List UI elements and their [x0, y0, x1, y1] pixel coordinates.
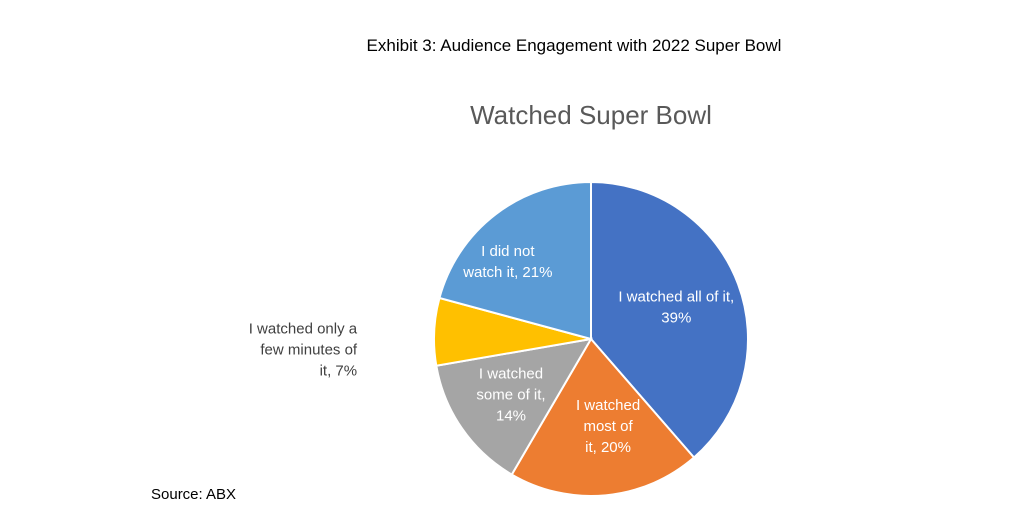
slice-label: I watched most of it, 20%	[576, 397, 640, 456]
pie-slices	[433, 180, 749, 497]
source-mask	[248, 480, 278, 510]
pie-slice	[438, 180, 592, 341]
slice-label: I did not watch it, 21%	[462, 243, 552, 281]
pie-slice	[590, 180, 749, 459]
pie-slice	[510, 337, 696, 497]
exhibit-title: Exhibit 3: Audience Engagement with 2022…	[366, 36, 782, 55]
pie-slice	[435, 337, 593, 476]
source-note: Source: ABX	[151, 486, 237, 503]
slice-label: I watched only a few minutes of it, 7%	[249, 320, 358, 379]
slice-label: I watched some of it, 14%	[476, 365, 545, 424]
chart-title: Watched Super Bowl	[470, 100, 712, 130]
pie-labels: I watched all of it, 39% I watched most of i…	[249, 243, 735, 456]
slice-label: I watched all of it, 39%	[618, 289, 734, 327]
